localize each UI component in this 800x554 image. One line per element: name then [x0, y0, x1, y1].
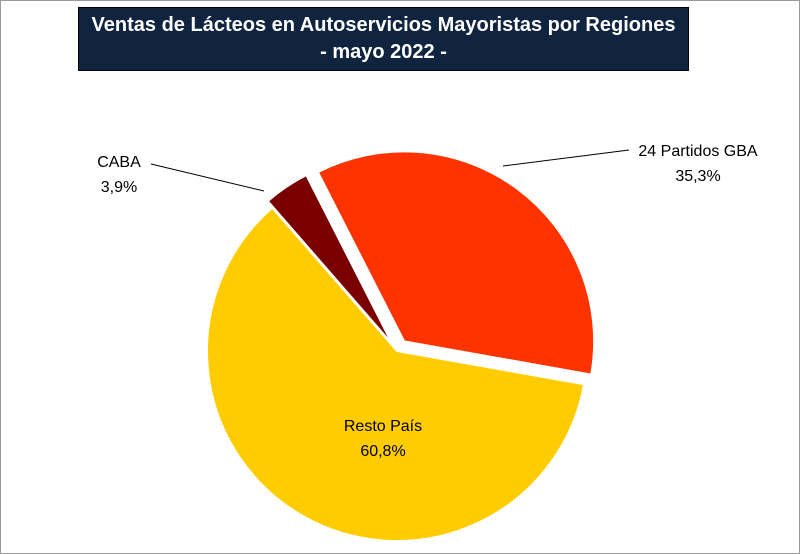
chart-title: Ventas de Lácteos en Autoservicios Mayor…: [91, 14, 676, 36]
slice-24-partidos-gba: [316, 150, 596, 376]
slice-labels: 24 Partidos GBA 35,3% Resto País 60,8% C…: [97, 143, 758, 460]
label-gba-value: 35,3%: [675, 168, 720, 185]
label-resto-name: Resto País: [344, 418, 422, 435]
leader-lines: [150, 149, 630, 192]
label-gba-name: 24 Partidos GBA: [638, 143, 758, 160]
leader-line-gba: [502, 149, 630, 167]
chart-subtitle: - mayo 2022 -: [320, 41, 447, 63]
label-caba-value: 3,9%: [101, 179, 137, 196]
chart-title-box: Ventas de Lácteos en Autoservicios Mayor…: [78, 7, 689, 71]
label-caba-name: CABA: [97, 154, 141, 171]
slice-resto-pais: [206, 206, 586, 542]
pie-slices: [206, 150, 596, 542]
leader-line-caba: [150, 163, 265, 192]
label-resto-value: 60,8%: [360, 443, 405, 460]
slice-caba: [266, 173, 394, 346]
